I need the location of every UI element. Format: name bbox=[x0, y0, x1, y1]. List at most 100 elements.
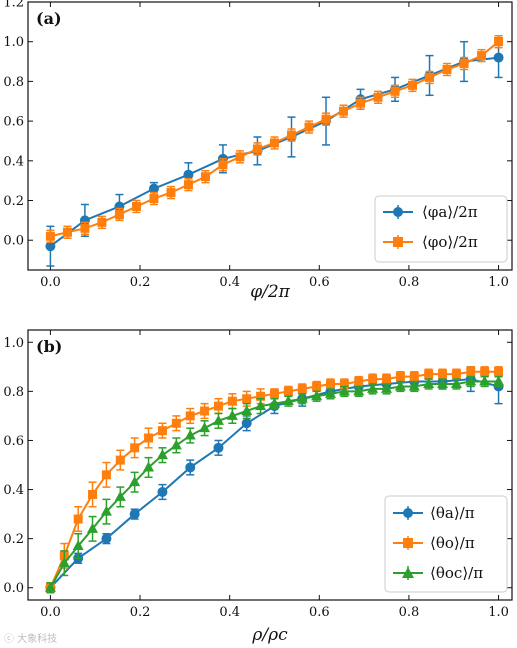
data-point bbox=[252, 144, 262, 154]
data-point bbox=[465, 375, 477, 386]
ytick-label: 0.2 bbox=[3, 532, 24, 547]
data-point bbox=[100, 505, 112, 516]
data-point bbox=[409, 372, 419, 382]
data-point bbox=[325, 387, 336, 398]
data-point bbox=[312, 381, 322, 391]
data-point bbox=[494, 37, 504, 47]
xtick-label: 0.6 bbox=[309, 275, 330, 290]
data-point bbox=[131, 201, 141, 211]
xtick-label: 0.0 bbox=[40, 605, 61, 620]
panel-a-label: (a) bbox=[36, 9, 62, 28]
data-point bbox=[144, 433, 154, 443]
data-point bbox=[390, 86, 400, 96]
panel-a-frame bbox=[27, 1, 513, 271]
ytick-label: 0.6 bbox=[3, 115, 24, 130]
data-point bbox=[287, 130, 297, 140]
data-point bbox=[114, 490, 126, 501]
data-point bbox=[115, 455, 125, 465]
data-point bbox=[367, 382, 379, 393]
panel-b-frame bbox=[27, 329, 513, 601]
data-point bbox=[493, 375, 505, 386]
xtick-label: 0.6 bbox=[309, 605, 330, 620]
data-point bbox=[479, 375, 491, 386]
panel-b-legend: ⟨θa⟩/π ⟨θo⟩/π ⟨θoc⟩/π bbox=[384, 495, 508, 593]
xtick-label: 0.2 bbox=[130, 605, 151, 620]
data-point bbox=[58, 557, 70, 568]
data-point bbox=[242, 394, 252, 404]
series-3 bbox=[44, 375, 505, 594]
ytick-label: 0.0 bbox=[3, 581, 24, 596]
data-point bbox=[129, 509, 140, 520]
data-point bbox=[353, 385, 365, 396]
data-point bbox=[226, 409, 238, 420]
ytick-label: 0.8 bbox=[3, 75, 24, 90]
watermark: ⓒ 大象科技 bbox=[4, 634, 58, 645]
data-point bbox=[424, 369, 434, 379]
xtick-label: 0.8 bbox=[399, 275, 420, 290]
data-point bbox=[227, 396, 237, 406]
data-point bbox=[213, 401, 223, 411]
data-point bbox=[45, 231, 55, 241]
xtick-label: 0.0 bbox=[40, 275, 61, 290]
panel-a-ticks: 0.0 0.2 0.4 0.6 0.8 1.0 0.0 0.2 0.4 0.6 0.8 1.0 1.2 bbox=[3, 0, 512, 290]
data-point bbox=[395, 372, 405, 382]
ytick-label: 0.4 bbox=[3, 154, 24, 169]
data-point bbox=[255, 400, 267, 411]
xtick-label: 0.4 bbox=[219, 275, 240, 290]
ytick-label: 0.0 bbox=[3, 234, 24, 249]
data-point bbox=[45, 241, 56, 252]
data-point bbox=[88, 489, 98, 499]
ytick-label: 1.0 bbox=[3, 336, 24, 351]
panel-b-xlabel: ρ/ρc bbox=[251, 625, 288, 645]
data-point bbox=[213, 442, 224, 453]
data-point bbox=[326, 379, 335, 389]
data-point bbox=[368, 374, 378, 384]
data-point bbox=[425, 72, 435, 82]
data-point bbox=[269, 138, 279, 148]
xtick-label: 1.0 bbox=[488, 275, 509, 290]
data-point bbox=[451, 369, 461, 379]
data-point bbox=[44, 581, 56, 592]
data-point bbox=[354, 377, 364, 387]
data-point bbox=[408, 80, 418, 90]
data-point bbox=[241, 405, 253, 415]
data-point bbox=[130, 443, 140, 453]
data-point bbox=[477, 51, 487, 61]
panel-a: (a) 0.0 0.2 0.4 0.6 0.8 1.0 0.0 0.2 0.4 0.6 0.8 1.0… bbox=[3, 0, 513, 302]
panel-b-ticks: 0.0 0.2 0.4 0.6 0.8 1.0 0.0 0.2 0.4 0.6 0.8 1.0 bbox=[3, 330, 512, 620]
data-point bbox=[184, 429, 196, 440]
data-point bbox=[212, 414, 224, 425]
data-point bbox=[382, 374, 392, 384]
data-point bbox=[297, 384, 307, 394]
data-point bbox=[466, 367, 476, 377]
panel-b-series bbox=[44, 366, 505, 594]
legend-b-series1-label: ⟨θa⟩/π bbox=[430, 504, 475, 522]
data-point bbox=[185, 411, 195, 421]
data-point bbox=[408, 380, 420, 391]
data-point bbox=[480, 367, 490, 377]
data-point bbox=[101, 533, 112, 544]
data-point bbox=[200, 406, 210, 416]
data-point bbox=[459, 59, 469, 69]
ytick-label: 0.2 bbox=[3, 194, 24, 209]
data-point bbox=[311, 390, 323, 401]
data-point bbox=[80, 223, 90, 233]
ytick-label: 1.2 bbox=[3, 0, 24, 11]
data-point bbox=[218, 160, 228, 170]
data-point bbox=[114, 209, 124, 219]
panel-a-xlabel: φ/2π bbox=[250, 282, 290, 302]
data-point bbox=[494, 367, 504, 377]
data-point bbox=[437, 378, 449, 388]
data-point bbox=[235, 152, 245, 162]
data-point bbox=[143, 461, 155, 472]
data-point bbox=[356, 98, 366, 108]
data-point bbox=[149, 194, 159, 204]
data-point bbox=[268, 397, 280, 408]
data-point bbox=[157, 487, 168, 497]
xtick-label: 0.4 bbox=[219, 605, 240, 620]
data-point bbox=[450, 378, 462, 388]
xtick-label: 0.8 bbox=[399, 605, 420, 620]
ytick-label: 0.8 bbox=[3, 385, 24, 400]
data-point bbox=[171, 418, 181, 428]
